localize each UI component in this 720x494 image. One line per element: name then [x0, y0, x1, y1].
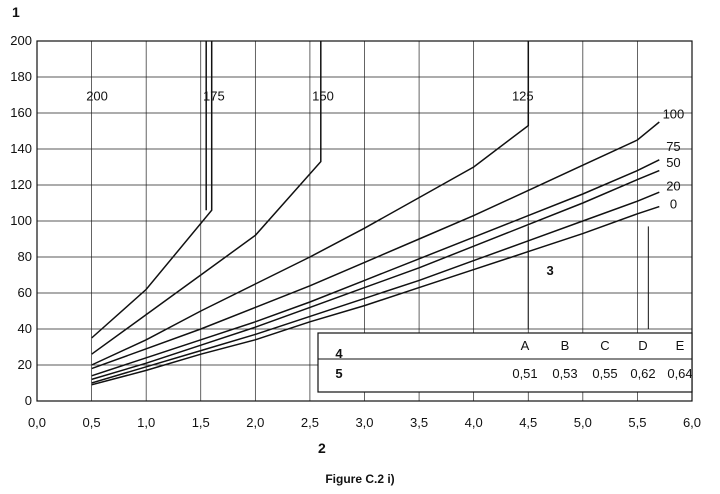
plot-frame [36, 40, 693, 402]
x-tick-label: 4,0 [465, 415, 483, 430]
table-value-cell: 0,53 [552, 366, 577, 381]
x-tick-label: 2,5 [301, 415, 319, 430]
x-tick-label: 2,0 [246, 415, 264, 430]
series-line-150 [91, 41, 322, 355]
coefficient-table: 4 5 A B C D E 0,51 0,53 0,55 0,62 0,64 [317, 332, 693, 393]
table-header-key: 4 [335, 346, 343, 361]
table-value-cell: 0,55 [592, 366, 617, 381]
y-tick-label: 100 [10, 213, 32, 228]
table-header-cell: A [521, 338, 530, 353]
series-label-75: 75 [666, 139, 680, 154]
grid-lines [36, 40, 693, 402]
series-label-125: 125 [512, 88, 534, 103]
series-line-75 [91, 159, 660, 377]
series-line-100 [91, 121, 660, 370]
x-tick-label: 4,5 [519, 415, 537, 430]
y-tick-label: 20 [18, 357, 32, 372]
series-lines [91, 41, 660, 386]
figure-caption: Figure C.2 i) [325, 472, 395, 486]
x-tick-label: 0,0 [28, 415, 46, 430]
table-value-cell: 0,64 [667, 366, 692, 381]
table-header-cell: E [676, 338, 685, 353]
x-tick-label: 6,0 [683, 415, 701, 430]
x-axis-key: 2 [318, 440, 326, 456]
table-value-cell: 0,62 [630, 366, 655, 381]
series-line-50 [91, 169, 660, 381]
series-line-175 [91, 41, 213, 339]
tick-labels: 0,0 0,5 1,0 1,5 2,0 2,5 3,0 3,5 4,0 4,5 5,0 5,5 6,0 0… [10, 4, 701, 456]
series-line-0 [91, 205, 660, 386]
series-label-50: 50 [666, 155, 680, 170]
y-tick-label: 60 [18, 285, 32, 300]
table-header-cell: D [638, 338, 647, 353]
y-axis-key: 1 [12, 4, 20, 20]
series-label-150: 150 [312, 88, 334, 103]
y-tick-label: 0 [25, 393, 32, 408]
table-frame [317, 332, 693, 393]
x-tick-label: 3,5 [410, 415, 428, 430]
series-label-0: 0 [670, 196, 677, 211]
table-header-cell: B [561, 338, 570, 353]
series-line-125 [91, 41, 530, 366]
series-line-20 [91, 191, 660, 384]
annotations: 3 [527, 226, 649, 329]
annotation-label: 3 [546, 263, 553, 278]
y-tick-label: 200 [10, 33, 32, 48]
series-label-175: 175 [203, 88, 225, 103]
table-header-cell: C [600, 338, 609, 353]
x-tick-label: 3,0 [355, 415, 373, 430]
x-tick-label: 5,0 [574, 415, 592, 430]
y-tick-label: 140 [10, 141, 32, 156]
x-tick-label: 0,5 [83, 415, 101, 430]
y-tick-label: 120 [10, 177, 32, 192]
x-tick-label: 1,0 [137, 415, 155, 430]
y-tick-label: 40 [18, 321, 32, 336]
x-tick-label: 5,5 [628, 415, 646, 430]
table-value-cell: 0,51 [512, 366, 537, 381]
y-tick-label: 80 [18, 249, 32, 264]
series-label-200: 200 [86, 88, 108, 103]
series-label-20: 20 [666, 178, 680, 193]
y-tick-label: 160 [10, 105, 32, 120]
series-label-100: 100 [663, 106, 685, 121]
table-values-key: 5 [335, 366, 342, 381]
x-tick-label: 1,5 [192, 415, 210, 430]
y-tick-label: 180 [10, 69, 32, 84]
